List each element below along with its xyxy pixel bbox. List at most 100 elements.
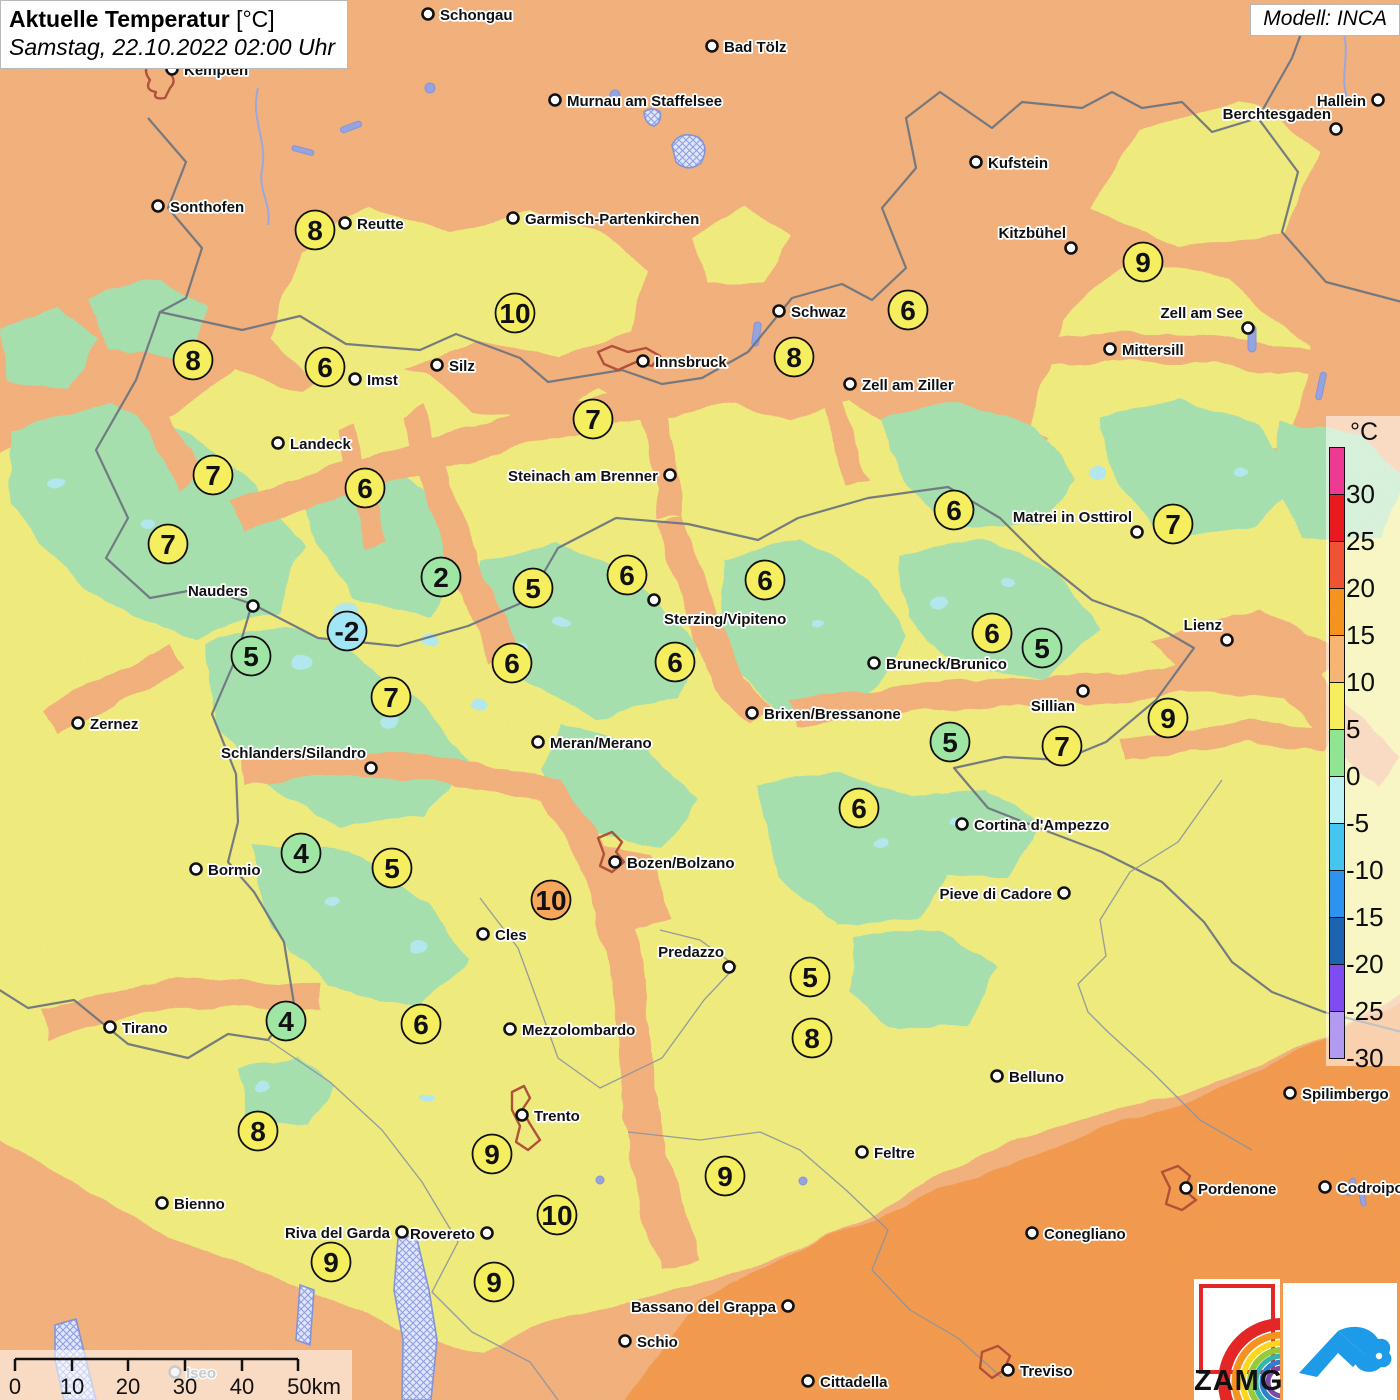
city-label: Bozen/Bolzano bbox=[627, 855, 735, 872]
temp-badge-circle bbox=[344, 467, 386, 509]
legend-color-segment bbox=[1330, 589, 1344, 636]
city-codroipo: Codroipo bbox=[1318, 1178, 1400, 1199]
legend-tick-label: -10 bbox=[1346, 855, 1384, 885]
temp-value: 4 bbox=[278, 1006, 294, 1037]
temp-badge-circle bbox=[929, 721, 971, 763]
temperature-legend: °C 30 25 20 15 10 5 0 -5 -10 -15 -20 -25 -30 bbox=[1326, 416, 1400, 1073]
city-silz: Silz bbox=[430, 356, 477, 377]
city-marker bbox=[781, 1299, 795, 1313]
temp-value: 9 bbox=[717, 1161, 733, 1192]
legend-tick-label: 25 bbox=[1346, 526, 1375, 556]
city-lienz: Lienz bbox=[1182, 615, 1234, 647]
city-kufstein: Kufstein bbox=[969, 153, 1050, 174]
legend-color-segment bbox=[1330, 777, 1344, 824]
legend-unit-label: °C bbox=[1350, 418, 1379, 446]
temp-value: 7 bbox=[1054, 731, 1070, 762]
temp-value: 5 bbox=[384, 853, 400, 884]
temp-value: 5 bbox=[1034, 633, 1050, 664]
city-marker bbox=[1057, 886, 1071, 900]
temp-badge-circle bbox=[1122, 241, 1164, 283]
timestamp: Samstag, 22.10.2022 02:00 Uhr bbox=[9, 34, 336, 61]
legend-tick-label: 0 bbox=[1346, 761, 1361, 791]
city-marker bbox=[618, 1334, 632, 1348]
city-marker bbox=[705, 39, 719, 53]
city-marker bbox=[722, 960, 736, 974]
city-label: Silz bbox=[449, 358, 475, 375]
rainbow-arc bbox=[1253, 1353, 1280, 1400]
city-marker bbox=[476, 927, 490, 941]
city-imst: Imst bbox=[348, 370, 400, 391]
rainbow-arc bbox=[1218, 1318, 1280, 1400]
temp-badge-circle bbox=[838, 787, 880, 829]
city-matrei-in-osttirol: Matrei in Osttirol bbox=[1011, 507, 1144, 539]
city-marker bbox=[155, 1196, 169, 1210]
city-sillian: Sillian bbox=[1029, 684, 1090, 717]
legend-color-segment bbox=[1330, 636, 1344, 683]
temp-value: 10 bbox=[499, 298, 530, 329]
temp-badge: 9 bbox=[1147, 697, 1189, 739]
city-marker bbox=[745, 706, 759, 720]
city-mittersill: Mittersill bbox=[1103, 340, 1185, 361]
temp-value: 6 bbox=[946, 495, 962, 526]
city-marker bbox=[867, 656, 881, 670]
city-label: Trento bbox=[534, 1108, 580, 1125]
legend-tick-label: 5 bbox=[1346, 714, 1361, 744]
temp-badge: 7 bbox=[1152, 503, 1194, 545]
temp-badge: 8 bbox=[791, 1017, 833, 1059]
temp-badge-circle bbox=[304, 346, 346, 388]
partner-logo bbox=[1283, 1283, 1397, 1400]
city-marker bbox=[969, 155, 983, 169]
rainbow-arc bbox=[1265, 1365, 1280, 1399]
city-marker bbox=[636, 354, 650, 368]
city-bozen-bolzano: Bozen/Bolzano bbox=[608, 853, 736, 874]
temp-value: 5 bbox=[243, 641, 259, 672]
scale-bar-ruler: 0 10 20 30 40 50km bbox=[9, 1357, 341, 1399]
city-bienno: Bienno bbox=[155, 1194, 227, 1215]
city-label: Matrei in Osttirol bbox=[1013, 509, 1132, 526]
temp-badge-circle bbox=[471, 1133, 513, 1175]
city-marker bbox=[151, 199, 165, 213]
temp-value: 7 bbox=[160, 529, 176, 560]
city-marker bbox=[548, 93, 562, 107]
city-label: Brixen/Bressanone bbox=[764, 706, 901, 723]
city-marker bbox=[1025, 1226, 1039, 1240]
city-marker bbox=[348, 372, 362, 386]
temp-value: -2 bbox=[335, 616, 360, 647]
temp-value: 6 bbox=[984, 618, 1000, 649]
city-marker bbox=[71, 716, 85, 730]
temp-badge: 8 bbox=[294, 209, 336, 251]
temp-value: 7 bbox=[205, 460, 221, 491]
city-pordenone: Pordenone bbox=[1179, 1179, 1278, 1200]
temp-badge: 5 bbox=[789, 956, 831, 998]
legend-tick-label: 30 bbox=[1346, 479, 1375, 509]
city-marker bbox=[1179, 1181, 1193, 1195]
temp-badge: 5 bbox=[230, 635, 272, 677]
legend-tick-label: -25 bbox=[1346, 996, 1384, 1026]
temp-value: 8 bbox=[185, 345, 201, 376]
city-tirano: Tirano bbox=[103, 1018, 169, 1039]
temp-badge: 6 bbox=[971, 612, 1013, 654]
city-label: Garmisch-Partenkirchen bbox=[525, 211, 699, 228]
temp-badge-circle bbox=[294, 209, 336, 251]
temp-value: 2 bbox=[433, 562, 449, 593]
legend-color-segment bbox=[1330, 683, 1344, 730]
city-label: Sillian bbox=[1031, 698, 1075, 715]
temp-badge: 5 bbox=[512, 567, 554, 609]
legend-color-segment bbox=[1330, 918, 1344, 965]
temp-badge-circle bbox=[265, 1000, 307, 1042]
temp-value: 6 bbox=[504, 648, 520, 679]
temp-badge: 6 bbox=[933, 489, 975, 531]
temp-badge: 6 bbox=[304, 346, 346, 388]
city-kitzb-hel: Kitzbühel bbox=[997, 223, 1078, 255]
city-reutte: Reutte bbox=[338, 214, 405, 235]
temp-badge-circle bbox=[371, 847, 413, 889]
city-label: Pordenone bbox=[1198, 1181, 1276, 1198]
temp-badge-circle bbox=[971, 612, 1013, 654]
city-marker bbox=[1318, 1180, 1332, 1194]
temp-value: 9 bbox=[1160, 703, 1176, 734]
city-label: Conegliano bbox=[1044, 1226, 1126, 1243]
city-marker bbox=[531, 735, 545, 749]
legend-color-segment bbox=[1330, 824, 1344, 871]
mountain-cloud-icon bbox=[1299, 1326, 1392, 1377]
temp-badge-circle bbox=[744, 559, 786, 601]
